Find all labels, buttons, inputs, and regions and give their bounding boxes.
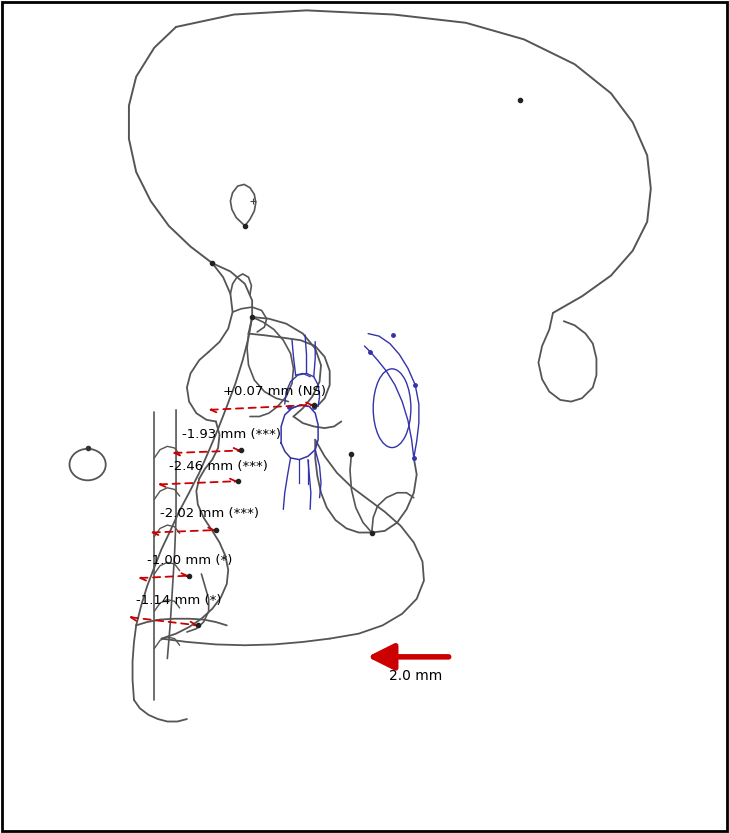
Text: -2.02 mm (***): -2.02 mm (***) — [160, 507, 259, 520]
Text: -1.14 mm (*): -1.14 mm (*) — [136, 594, 222, 607]
Text: -2.46 mm (***): -2.46 mm (***) — [169, 460, 268, 473]
Text: 2.0 mm: 2.0 mm — [389, 669, 442, 683]
Text: +0.07 mm (NS): +0.07 mm (NS) — [223, 386, 326, 398]
Text: -1.00 mm (*): -1.00 mm (*) — [147, 553, 233, 566]
Text: -1.93 mm (***): -1.93 mm (***) — [182, 428, 281, 441]
